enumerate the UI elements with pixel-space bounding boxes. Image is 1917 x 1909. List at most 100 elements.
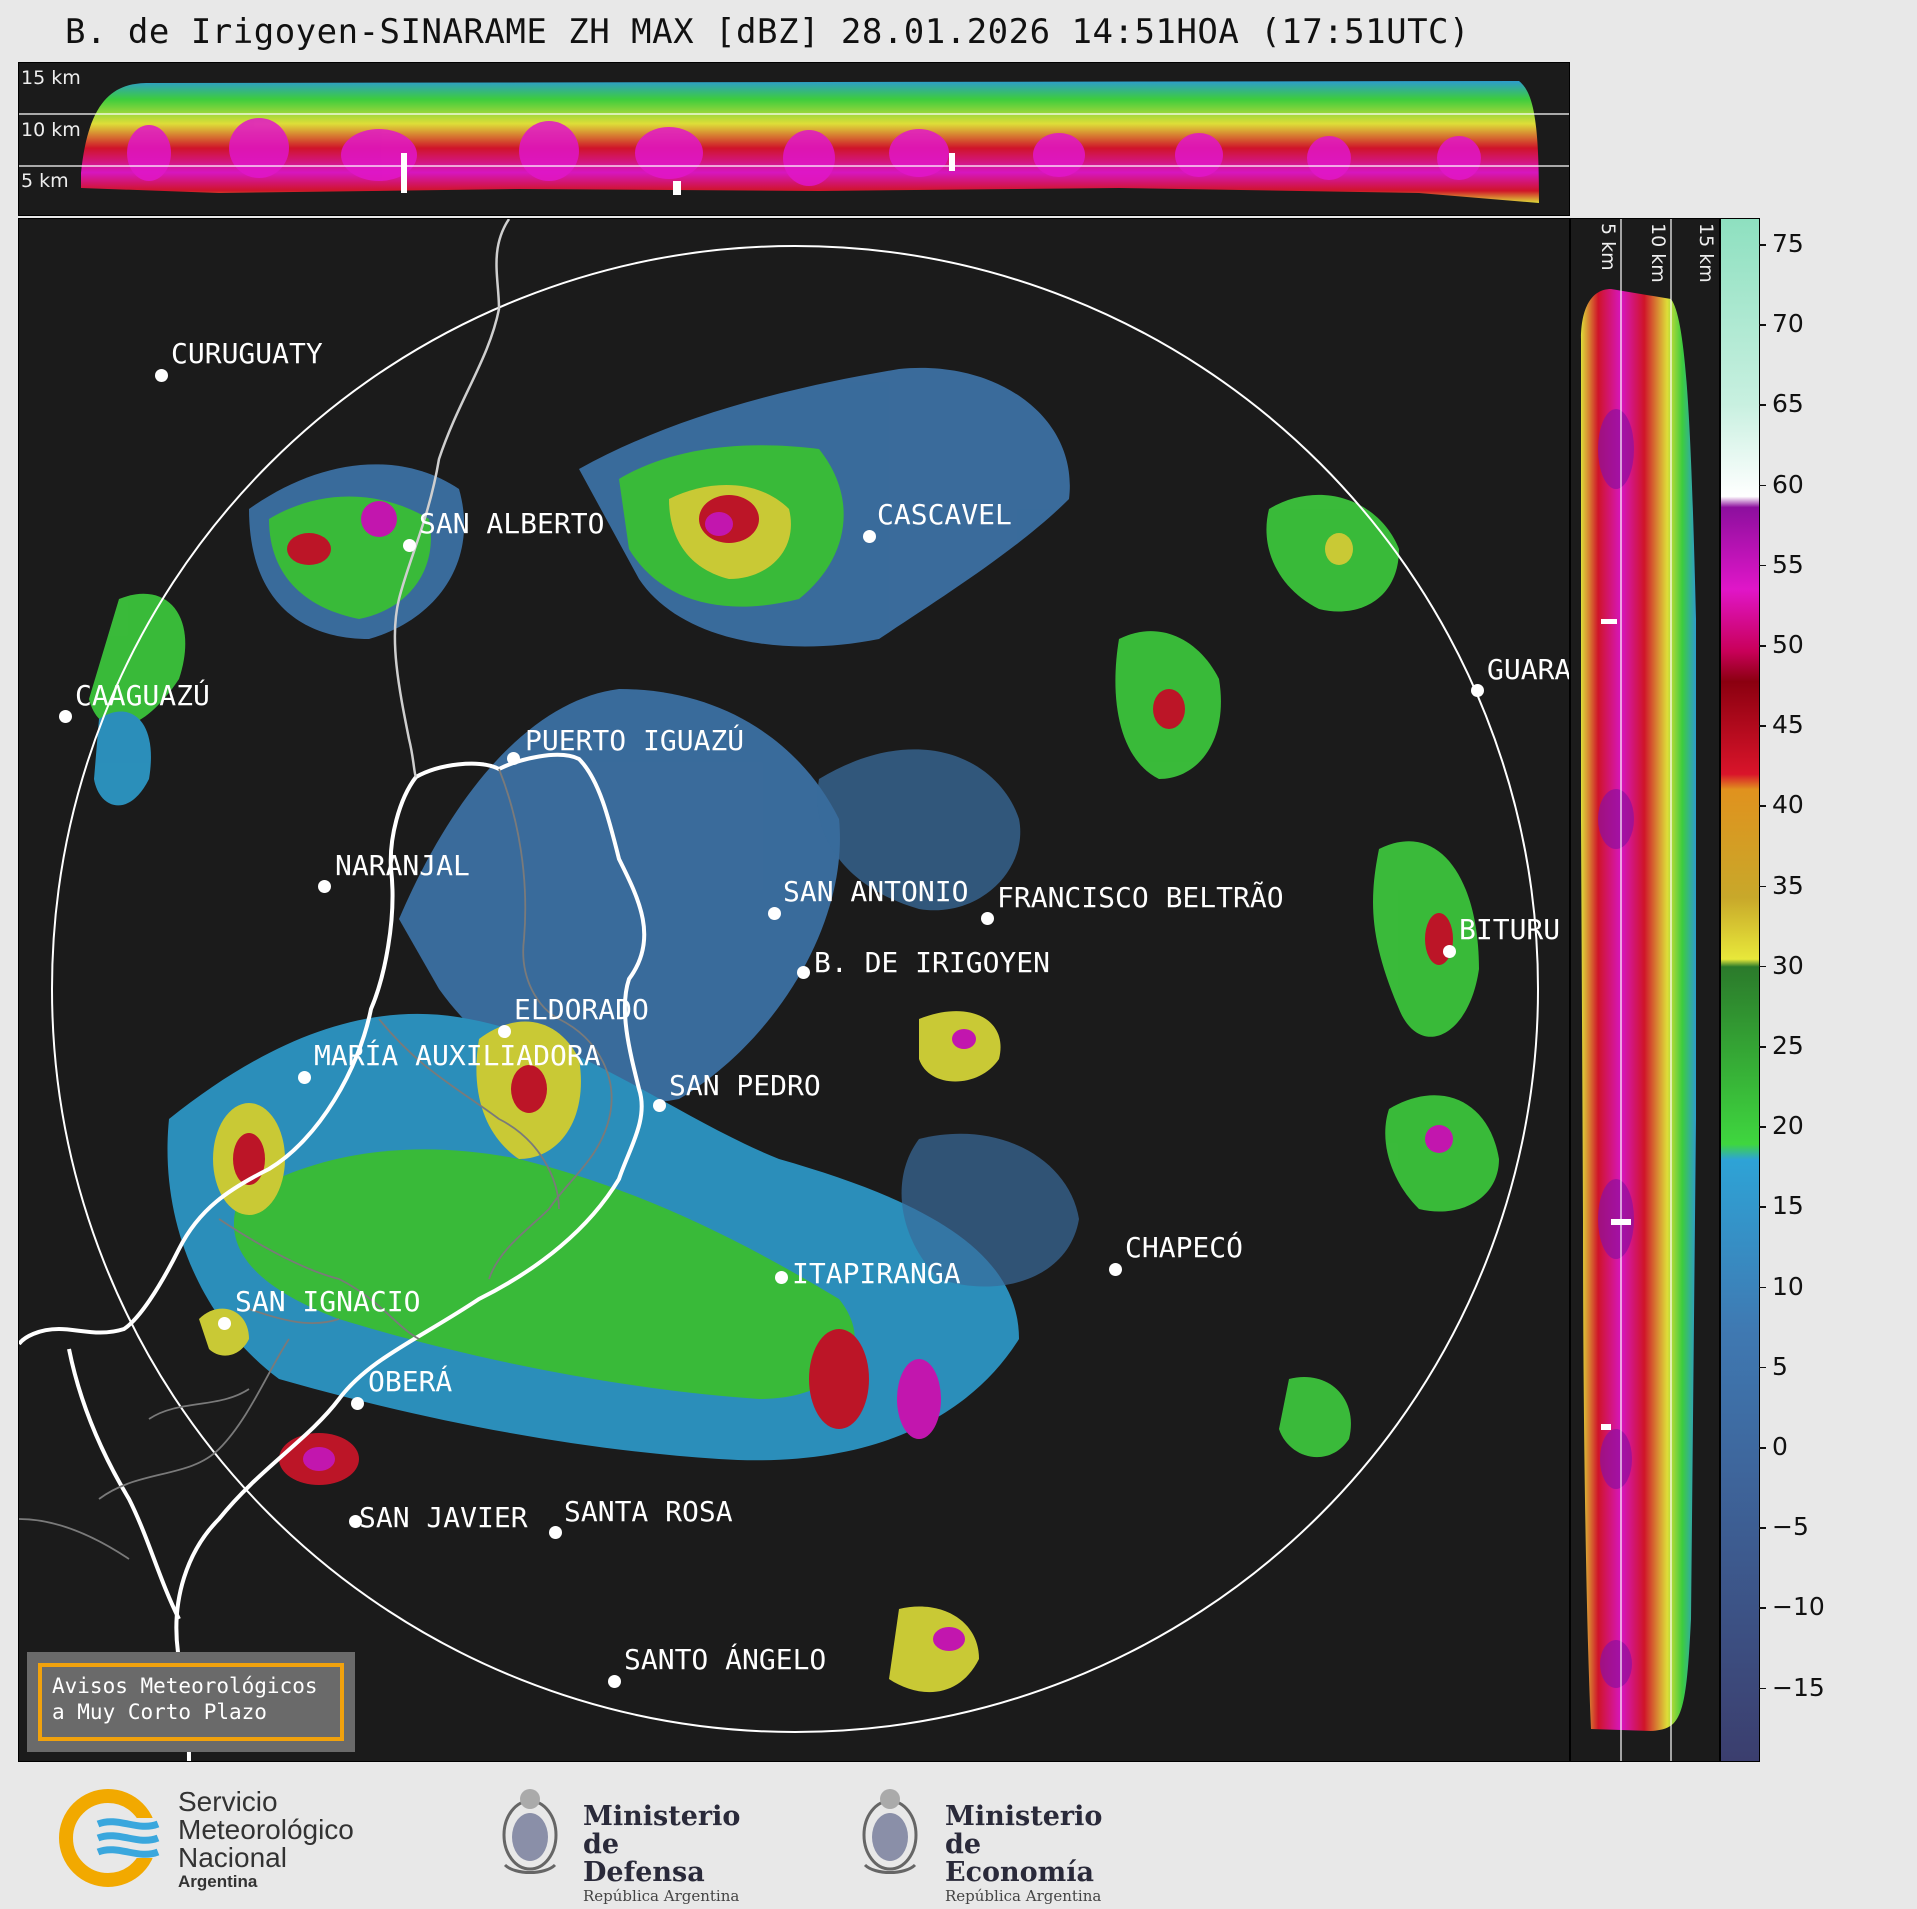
city-dot-santo-angelo bbox=[608, 1675, 621, 1688]
colorbar-tick-label: 75 bbox=[1772, 229, 1804, 258]
colorbar-tick-mark bbox=[1759, 324, 1766, 326]
economia-logo-line-1: Ministerio bbox=[945, 1801, 1103, 1832]
colorbar-tick-mark bbox=[1759, 1447, 1766, 1449]
smn-logo-line-2: Meteorológico bbox=[178, 1814, 354, 1845]
colorbar-tick-label: 35 bbox=[1772, 870, 1804, 900]
city-dot-guara bbox=[1471, 684, 1484, 697]
colorbar-tick-mark bbox=[1759, 564, 1766, 567]
city-dot-san-alberto bbox=[403, 539, 416, 552]
city-label-caaguazu: CAAGUAZÚ bbox=[75, 679, 210, 712]
defensa-logo-line-1: Ministerio bbox=[583, 1801, 741, 1832]
city-label-san-alberto: SAN ALBERTO bbox=[419, 507, 605, 540]
colorbar-tick-mark bbox=[1759, 1527, 1766, 1529]
colorbar-tick-label: 45 bbox=[1772, 710, 1804, 740]
colorbar-tick-label: −5 bbox=[1772, 1512, 1809, 1542]
notice-line-1: Avisos Meteorológicos bbox=[52, 1674, 318, 1698]
top-cross-section-panel: 15 km 10 km 5 km bbox=[18, 62, 1570, 216]
colorbar-tick-label: −15 bbox=[1772, 1672, 1825, 1702]
colorbar-tick-mark bbox=[1759, 1687, 1766, 1690]
colorbar-tick-label: 15 bbox=[1772, 1191, 1804, 1221]
altitude-label-15km: 15 km bbox=[21, 67, 81, 89]
city-dot-santa-rosa bbox=[549, 1526, 562, 1539]
colorbar-tick-label: 30 bbox=[1772, 950, 1804, 980]
city-label-san-ignacio: SAN IGNACIO bbox=[235, 1285, 421, 1318]
colorbar-tick-mark bbox=[1759, 484, 1766, 487]
colorbar-tick-mark bbox=[1759, 885, 1766, 888]
defensa-logo-sub: República Argentina bbox=[583, 1887, 740, 1905]
altitude-label-5km: 5 km bbox=[21, 170, 69, 192]
ministerio-defensa-logo: Ministerio de Defensa República Argentin… bbox=[495, 1775, 745, 1905]
colorbar-tick-mark bbox=[1759, 1126, 1766, 1128]
side-altitude-label-5km: 5 km bbox=[1597, 223, 1619, 271]
city-dot-b-de-irigoyen bbox=[797, 966, 810, 979]
reflectivity-colorbar bbox=[1720, 218, 1760, 1762]
colorbar-tick-mark bbox=[1759, 645, 1766, 647]
city-dot-itapiranga bbox=[775, 1271, 788, 1284]
city-label-b-de-irigoyen: B. DE IRIGOYEN bbox=[814, 946, 1051, 979]
city-label-santo-angelo: SANTO ÁNGELO bbox=[624, 1643, 827, 1676]
colorbar-tick-label: 65 bbox=[1772, 389, 1804, 419]
smn-logo-line-4: Argentina bbox=[178, 1872, 258, 1891]
colorbar-tick-mark bbox=[1759, 244, 1766, 246]
smn-logo-line-3: Nacional bbox=[178, 1842, 287, 1873]
smn-logo-mark bbox=[59, 1789, 166, 1887]
city-label-naranjal: NARANJAL bbox=[335, 849, 470, 882]
city-dot-san-ignacio bbox=[218, 1317, 231, 1330]
colorbar-tick-mark bbox=[1759, 1286, 1766, 1289]
colorbar-tick-label: 25 bbox=[1772, 1031, 1804, 1060]
defensa-logo-line-2: de Defensa bbox=[583, 1829, 705, 1888]
city-dot-bituru bbox=[1443, 945, 1456, 958]
colorbar-tick-label: 50 bbox=[1772, 630, 1804, 659]
colorbar-tick-mark bbox=[1759, 1366, 1766, 1369]
city-label-san-antonio: SAN ANTONIO bbox=[783, 875, 969, 908]
economia-logo-sub: República Argentina bbox=[945, 1887, 1102, 1905]
city-label-san-pedro: SAN PEDRO bbox=[669, 1069, 821, 1102]
city-label-maria-auxiliadora: MARÍA AUXILIADORA bbox=[314, 1039, 601, 1072]
city-dot-eldorado bbox=[498, 1025, 511, 1038]
city-label-chapeco: CHAPECÓ bbox=[1125, 1231, 1244, 1264]
colorbar-tick-mark bbox=[1759, 1607, 1766, 1609]
notice-frame: Avisos Meteorológicos a Muy Corto Plazo bbox=[38, 1663, 344, 1741]
city-dot-caaguazu bbox=[59, 710, 72, 723]
colorbar-tick-mark bbox=[1759, 1046, 1766, 1048]
colorbar-tick-label: −10 bbox=[1772, 1592, 1825, 1622]
city-dot-cascavel bbox=[863, 530, 876, 543]
colorbar-tick-mark bbox=[1759, 404, 1766, 406]
colorbar-tick-mark bbox=[1759, 1206, 1766, 1208]
colorbar-tick-mark bbox=[1759, 965, 1766, 968]
city-dot-san-javier bbox=[349, 1515, 362, 1528]
colorbar-tick-mark bbox=[1759, 725, 1766, 727]
city-dot-san-pedro bbox=[653, 1099, 666, 1112]
colorbar-tick-label: 60 bbox=[1772, 469, 1804, 499]
chart-title: B. de Irigoyen-SINARAME ZH MAX [dBZ] 28.… bbox=[65, 12, 1470, 52]
radar-map bbox=[19, 219, 1539, 1761]
city-dot-maria-auxiliadora bbox=[298, 1071, 311, 1084]
side-cross-section-plot bbox=[1581, 219, 1696, 1761]
city-label-eldorado: ELDORADO bbox=[514, 993, 649, 1026]
colorbar-tick-mark bbox=[1759, 805, 1766, 807]
notice-line-2: a Muy Corto Plazo bbox=[52, 1700, 267, 1724]
city-label-itapiranga: ITAPIRANGA bbox=[792, 1257, 961, 1290]
economia-logo-line-2: de Economía bbox=[945, 1829, 1094, 1888]
colorbar-tick-label: 20 bbox=[1772, 1111, 1804, 1141]
top-cross-section-plot bbox=[19, 81, 1569, 203]
city-label-obera: OBERÁ bbox=[368, 1365, 453, 1398]
city-dot-curuguaty bbox=[155, 369, 168, 382]
side-altitude-label-10km: 10 km bbox=[1647, 223, 1669, 283]
city-dot-puerto-iguazu bbox=[507, 752, 520, 765]
city-label-curuguaty: CURUGUATY bbox=[171, 337, 323, 370]
city-dot-san-antonio bbox=[768, 907, 781, 920]
colorbar-gradient bbox=[1721, 219, 1759, 1761]
short-term-warnings-notice: Avisos Meteorológicos a Muy Corto Plazo bbox=[27, 1652, 355, 1752]
city-label-francisco-beltrao: FRANCISCO BELTRÃO bbox=[997, 881, 1284, 914]
city-label-puerto-iguazu: PUERTO IGUAZÚ bbox=[525, 724, 745, 757]
economia-coat-of-arms-icon bbox=[862, 1789, 918, 1874]
smn-logo: Servicio Meteorológico Nacional Argentin… bbox=[58, 1788, 378, 1891]
ministerio-economia-logo: Ministerio de Economía República Argenti… bbox=[855, 1775, 1125, 1905]
colorbar-tick-label: 70 bbox=[1772, 309, 1804, 339]
colorbar-tick-label: 0 bbox=[1772, 1432, 1788, 1461]
city-label-santa-rosa: SANTA ROSA bbox=[564, 1495, 733, 1528]
city-label-cascavel: CASCAVEL bbox=[877, 498, 1012, 531]
side-cross-section-panel: 5 km 10 km 15 km bbox=[1570, 218, 1720, 1762]
city-label-san-javier: SAN JAVIER bbox=[359, 1501, 528, 1534]
